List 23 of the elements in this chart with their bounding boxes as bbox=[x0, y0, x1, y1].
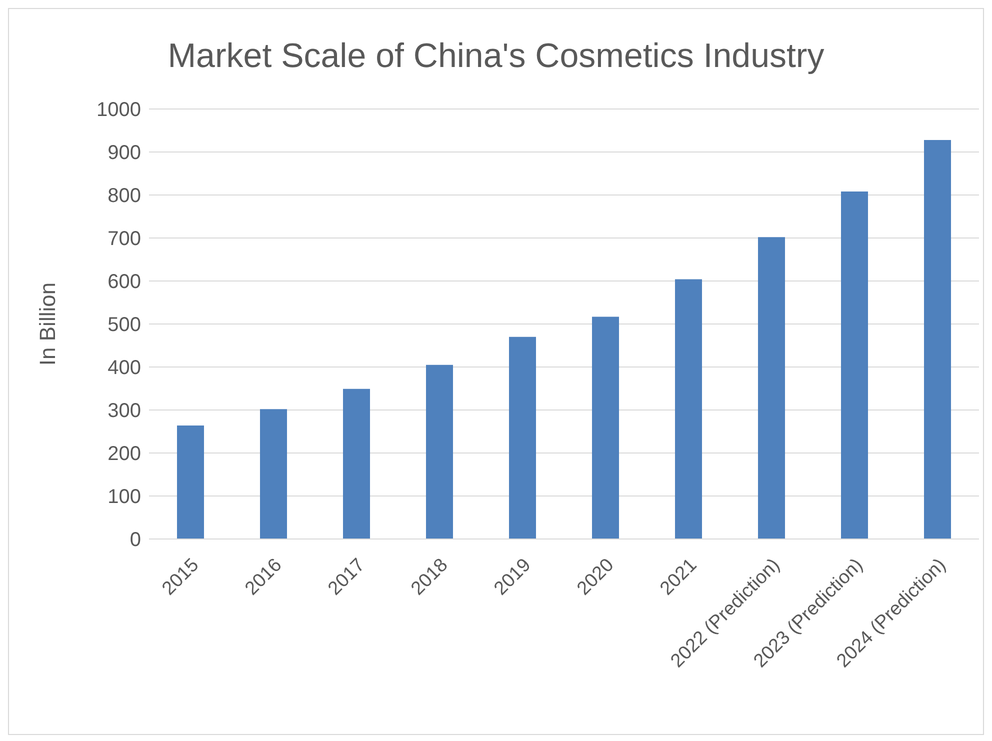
y-tick-label: 0 bbox=[130, 529, 141, 552]
y-tick-label: 700 bbox=[108, 228, 141, 250]
bar bbox=[841, 192, 868, 539]
bar bbox=[592, 316, 619, 539]
bar bbox=[675, 279, 702, 539]
bar bbox=[177, 425, 204, 539]
y-tick-label: 300 bbox=[108, 400, 141, 422]
bar bbox=[924, 140, 951, 539]
chart-title: Market Scale of China's Cosmetics Industry bbox=[166, 36, 826, 77]
bar bbox=[426, 364, 453, 539]
y-axis-title: In Billion bbox=[34, 282, 60, 366]
y-tick-label: 600 bbox=[108, 271, 141, 294]
y-tick-label: 200 bbox=[108, 443, 141, 466]
bar bbox=[343, 388, 370, 539]
bar bbox=[509, 336, 536, 539]
y-tick-label: 800 bbox=[108, 185, 141, 208]
y-tick-label: 900 bbox=[108, 142, 141, 164]
y-tick-label: 400 bbox=[108, 357, 141, 380]
bar bbox=[758, 237, 785, 539]
y-tick-label: 1000 bbox=[96, 99, 141, 122]
y-tick-label: 500 bbox=[108, 314, 141, 336]
bar bbox=[260, 409, 287, 539]
y-tick-label: 100 bbox=[108, 486, 141, 508]
